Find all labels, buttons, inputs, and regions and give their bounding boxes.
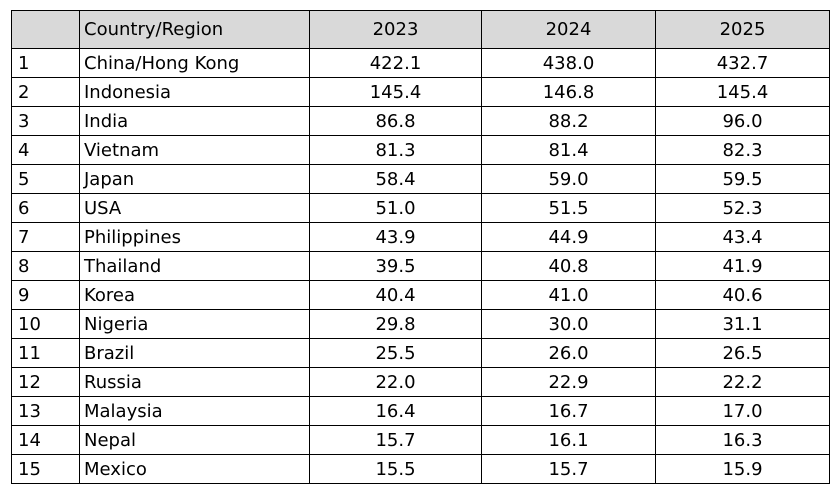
rank-cell: 10 — [11, 309, 80, 339]
value-2024-cell: 22.9 — [481, 367, 656, 397]
country-cell: Korea — [79, 280, 310, 310]
country-cell: Mexico — [79, 454, 310, 484]
value-2024-cell: 88.2 — [481, 106, 656, 136]
value-2025-cell: 17.0 — [655, 396, 830, 426]
value-2023-cell: 29.8 — [309, 309, 482, 339]
value-2025-cell: 41.9 — [655, 251, 830, 281]
value-2024-cell: 16.7 — [481, 396, 656, 426]
rank-cell: 12 — [11, 367, 80, 397]
rank-cell: 6 — [11, 193, 80, 223]
rank-cell: 11 — [11, 338, 80, 368]
value-2025-cell: 432.7 — [655, 48, 830, 78]
value-2023-cell: 145.4 — [309, 77, 482, 107]
data-table: Country/Region 2023 2024 2025 1 China/Hon… — [11, 10, 830, 484]
value-2023-cell: 40.4 — [309, 280, 482, 310]
value-2024-cell: 44.9 — [481, 222, 656, 252]
value-2023-cell: 15.5 — [309, 454, 482, 484]
rank-cell: 4 — [11, 135, 80, 165]
value-2024-cell: 16.1 — [481, 425, 656, 455]
value-2024-cell: 15.7 — [481, 454, 656, 484]
header-2023: 2023 — [309, 10, 482, 49]
header-row: Country/Region 2023 2024 2025 — [11, 10, 830, 49]
table-row: 15 Mexico 15.5 15.7 15.9 — [11, 454, 830, 484]
value-2025-cell: 96.0 — [655, 106, 830, 136]
value-2023-cell: 22.0 — [309, 367, 482, 397]
country-cell: Japan — [79, 164, 310, 194]
table-row: 6 USA 51.0 51.5 52.3 — [11, 193, 830, 223]
table-row: 4 Vietnam 81.3 81.4 82.3 — [11, 135, 830, 165]
rank-cell: 13 — [11, 396, 80, 426]
value-2025-cell: 82.3 — [655, 135, 830, 165]
value-2025-cell: 31.1 — [655, 309, 830, 339]
value-2023-cell: 16.4 — [309, 396, 482, 426]
header-2024: 2024 — [481, 10, 656, 49]
country-cell: Nigeria — [79, 309, 310, 339]
table-body: 1 China/Hong Kong 422.1 438.0 432.7 2 Indonesi… — [11, 48, 830, 484]
country-cell: Russia — [79, 367, 310, 397]
value-2025-cell: 16.3 — [655, 425, 830, 455]
value-2023-cell: 422.1 — [309, 48, 482, 78]
country-cell: China/Hong Kong — [79, 48, 310, 78]
value-2024-cell: 146.8 — [481, 77, 656, 107]
value-2024-cell: 30.0 — [481, 309, 656, 339]
value-2025-cell: 40.6 — [655, 280, 830, 310]
rank-cell: 5 — [11, 164, 80, 194]
table-row: 9 Korea 40.4 41.0 40.6 — [11, 280, 830, 310]
table-row: 11 Brazil 25.5 26.0 26.5 — [11, 338, 830, 368]
value-2025-cell: 26.5 — [655, 338, 830, 368]
value-2025-cell: 43.4 — [655, 222, 830, 252]
value-2025-cell: 15.9 — [655, 454, 830, 484]
table-row: 2 Indonesia 145.4 146.8 145.4 — [11, 77, 830, 107]
country-cell: Vietnam — [79, 135, 310, 165]
table-row: 5 Japan 58.4 59.0 59.5 — [11, 164, 830, 194]
value-2024-cell: 59.0 — [481, 164, 656, 194]
table-row: 8 Thailand 39.5 40.8 41.9 — [11, 251, 830, 281]
value-2023-cell: 39.5 — [309, 251, 482, 281]
value-2024-cell: 438.0 — [481, 48, 656, 78]
table-row: 1 China/Hong Kong 422.1 438.0 432.7 — [11, 48, 830, 78]
value-2024-cell: 40.8 — [481, 251, 656, 281]
table-row: 3 India 86.8 88.2 96.0 — [11, 106, 830, 136]
country-cell: USA — [79, 193, 310, 223]
rank-cell: 15 — [11, 454, 80, 484]
value-2023-cell: 25.5 — [309, 338, 482, 368]
country-cell: Brazil — [79, 338, 310, 368]
country-cell: Nepal — [79, 425, 310, 455]
header-2025: 2025 — [655, 10, 830, 49]
value-2023-cell: 51.0 — [309, 193, 482, 223]
country-cell: Thailand — [79, 251, 310, 281]
table-row: 12 Russia 22.0 22.9 22.2 — [11, 367, 830, 397]
country-cell: Indonesia — [79, 77, 310, 107]
rank-cell: 9 — [11, 280, 80, 310]
value-2023-cell: 86.8 — [309, 106, 482, 136]
value-2025-cell: 52.3 — [655, 193, 830, 223]
value-2025-cell: 59.5 — [655, 164, 830, 194]
value-2024-cell: 26.0 — [481, 338, 656, 368]
value-2023-cell: 81.3 — [309, 135, 482, 165]
value-2024-cell: 41.0 — [481, 280, 656, 310]
country-cell: Philippines — [79, 222, 310, 252]
table-row: 7 Philippines 43.9 44.9 43.4 — [11, 222, 830, 252]
value-2025-cell: 145.4 — [655, 77, 830, 107]
country-cell: India — [79, 106, 310, 136]
rank-cell: 1 — [11, 48, 80, 78]
rank-cell: 2 — [11, 77, 80, 107]
table-row: 14 Nepal 15.7 16.1 16.3 — [11, 425, 830, 455]
table-row: 10 Nigeria 29.8 30.0 31.1 — [11, 309, 830, 339]
header-country-region: Country/Region — [79, 10, 310, 49]
header-rank-cell — [11, 10, 80, 49]
value-2023-cell: 43.9 — [309, 222, 482, 252]
value-2025-cell: 22.2 — [655, 367, 830, 397]
value-2024-cell: 81.4 — [481, 135, 656, 165]
rank-cell: 8 — [11, 251, 80, 281]
rank-cell: 7 — [11, 222, 80, 252]
value-2024-cell: 51.5 — [481, 193, 656, 223]
rank-cell: 14 — [11, 425, 80, 455]
table-row: 13 Malaysia 16.4 16.7 17.0 — [11, 396, 830, 426]
value-2023-cell: 58.4 — [309, 164, 482, 194]
country-cell: Malaysia — [79, 396, 310, 426]
value-2023-cell: 15.7 — [309, 425, 482, 455]
rank-cell: 3 — [11, 106, 80, 136]
